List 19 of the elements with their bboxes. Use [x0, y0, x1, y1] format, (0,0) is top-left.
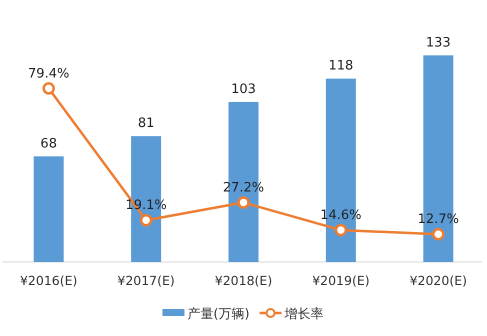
point [140, 214, 152, 226]
x-tick-label: ¥2017(E) [117, 273, 175, 288]
point [42, 82, 55, 95]
x-tick-label: ¥2018(E) [214, 273, 272, 288]
bar [34, 156, 64, 262]
x-tick-label: ¥2020(E) [410, 273, 468, 288]
x-tick-label: ¥2016(E) [20, 273, 78, 288]
data-label: 103 [231, 82, 256, 97]
legend-label: 产量(万辆) [187, 307, 250, 322]
data-label: 79.4% [28, 66, 70, 82]
point [237, 196, 250, 209]
point [334, 224, 348, 236]
data-label: 68 [40, 136, 57, 152]
data-label: 81 [138, 116, 154, 132]
x-tick-label: ¥2019(E) [312, 273, 370, 288]
data-label: 133 [426, 35, 451, 50]
point [432, 228, 445, 240]
legend-label: 增长率 [284, 306, 324, 322]
data-label: 118 [328, 58, 354, 74]
